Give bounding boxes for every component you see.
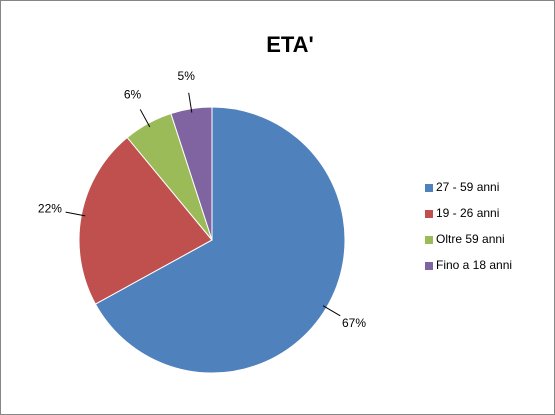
legend-label: 27 - 59 anni [436, 180, 499, 194]
leader-line [65, 211, 86, 217]
leader-line [139, 109, 151, 128]
legend-label: Oltre 59 anni [436, 232, 505, 246]
leader-line [322, 305, 341, 317]
legend-label: Fino a 18 anni [436, 258, 512, 272]
legend-swatch [425, 184, 433, 192]
legend-swatch [425, 262, 433, 270]
leader-line [188, 92, 193, 113]
chart-title: ETA' [266, 32, 314, 57]
legend-swatch [425, 210, 433, 218]
legend-label: 19 - 26 anni [436, 206, 499, 220]
data-label: 22% [38, 201, 62, 215]
data-label: 6% [124, 88, 142, 102]
data-label: 5% [178, 69, 196, 83]
data-label: 67% [342, 316, 366, 330]
legend-swatch [425, 236, 433, 244]
